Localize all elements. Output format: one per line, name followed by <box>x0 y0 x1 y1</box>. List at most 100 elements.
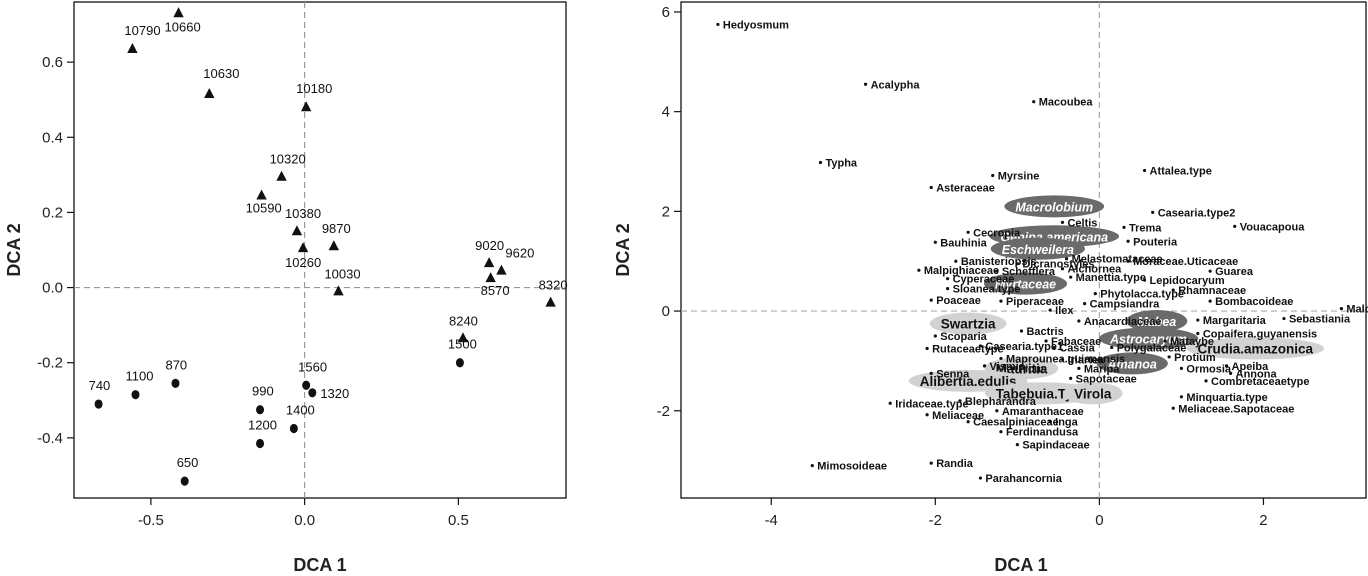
sample-label-10630: 10630 <box>203 66 239 81</box>
right-plot-frame <box>680 1 1367 499</box>
taxon-highlight-myrtaceae <box>983 272 1068 295</box>
taxon-highlight-label-mabea: Mabea <box>1137 315 1176 329</box>
taxon-label-bombacoideae: Bombacoideae <box>1215 296 1293 308</box>
taxon-point-cecropia <box>966 230 970 234</box>
taxon-point-iriartea <box>1060 357 1065 362</box>
taxon-point-meliaceae <box>925 413 929 417</box>
right-y-tick-label: 2 <box>662 203 670 220</box>
sample-triangle-10630 <box>204 88 215 99</box>
sample-label-8570: 8570 <box>481 283 510 298</box>
taxon-point-lepidocaryum <box>1142 278 1147 282</box>
sample-circle-1500 <box>455 358 464 368</box>
taxon-point-casearia-type2 <box>1151 210 1155 214</box>
taxon-highlight-label-amanoa: Amanoa <box>1107 357 1157 371</box>
taxon-label-fabaceae: Fabaceae <box>1051 336 1101 348</box>
taxon-point-margaritaria <box>1196 318 1200 322</box>
taxon-highlight-swartzia <box>929 312 1007 335</box>
taxon-point-manettia-type <box>1069 275 1073 279</box>
taxon-highlight-astrocaryum <box>1099 327 1199 350</box>
taxon-label-hedyosmum: Hedyosmum <box>723 19 789 31</box>
taxon-highlight-amanoa <box>1096 352 1168 375</box>
left-y-tick-label: 0.6 <box>42 54 63 71</box>
left-plot-frame <box>73 1 567 499</box>
sample-label-650: 650 <box>177 455 199 470</box>
sample-triangle-10660 <box>173 7 184 18</box>
taxon-highlight-virola <box>1063 382 1123 405</box>
taxon-label-cyperaceae: Cyperaceae <box>953 274 1015 286</box>
taxon-label-amaranthaceae: Amaranthaceae <box>1002 406 1084 418</box>
taxon-point-parahancornia <box>978 476 983 480</box>
sample-triangle-10590 <box>256 189 267 200</box>
taxon-point-trema <box>1122 225 1126 229</box>
taxon-label-meliaceae: Meliaceae <box>932 410 984 422</box>
taxon-point-ormosia <box>1179 366 1184 370</box>
sample-circle-870 <box>171 378 180 388</box>
taxon-point-scoparia <box>933 334 937 338</box>
taxon-label-ferdinandusa: Ferdinandusa <box>1006 427 1079 439</box>
taxon-label-vismia: Vismia <box>990 361 1026 373</box>
taxon-label-attalea-type: Attalea.type <box>1150 165 1212 177</box>
taxon-label-scoparia: Scoparia <box>940 331 987 343</box>
taxon-point-minquartia-type <box>1179 395 1184 399</box>
sample-circle-990 <box>256 405 265 415</box>
taxon-point-poaceae <box>929 298 933 302</box>
taxon-highlight-label-astrocaryum: Astrocaryum <box>1109 332 1187 346</box>
taxon-label-sapotaceae: Sapotaceae <box>1076 373 1137 385</box>
right-x-tick-label: -4 <box>765 512 778 529</box>
sample-circle-1400 <box>289 423 298 434</box>
sample-label-10320: 10320 <box>270 152 306 167</box>
taxon-highlight-label-mauritia: Mauritia <box>996 361 1048 376</box>
taxon-point-vismia <box>982 364 987 368</box>
sample-triangle-10180 <box>300 101 312 112</box>
sample-label-9620: 9620 <box>505 246 534 261</box>
taxon-point-meliaceae-sapotaceae <box>1171 406 1175 410</box>
taxon-highlight-label-macrolobium: Macrolobium <box>1015 200 1093 214</box>
taxon-point-celtis <box>1060 220 1065 224</box>
left-y-tick-label: -0.4 <box>37 430 63 447</box>
sample-label-10590: 10590 <box>246 201 282 216</box>
sample-triangle-10030 <box>333 285 344 296</box>
taxon-label-asteraceae: Asteraceae <box>936 182 995 194</box>
taxon-label-melastomataceae: Melastomataceae <box>1072 254 1163 266</box>
sample-label-1100: 1100 <box>126 369 154 384</box>
taxon-label-maripa: Maripa <box>1084 363 1120 375</box>
taxon-point-caesalpiniaceae <box>966 420 970 424</box>
left-x-tick-label: 0.5 <box>448 512 469 529</box>
taxon-point-casearia-type1 <box>978 344 983 348</box>
taxon-label-trema: Trema <box>1129 222 1162 234</box>
taxon-point-bauhinia <box>933 240 937 244</box>
sample-circle-740 <box>94 399 103 409</box>
taxon-point-copaifera-guyanensis <box>1196 331 1200 336</box>
taxon-label-apeiba: Apeiba <box>1232 361 1270 373</box>
taxon-label-mimosoideae: Mimosoideae <box>817 461 887 473</box>
sample-label-1560: 1560 <box>298 359 327 374</box>
taxon-label-lepidocaryum: Lepidocaryum <box>1150 275 1225 287</box>
taxon-highlight-label-alibertia-edulis: Alibertia.edulis <box>920 374 1017 389</box>
taxon-highlight-crudia-amazonica <box>1186 337 1325 360</box>
sample-label-990: 990 <box>252 384 274 399</box>
taxon-label-casearia-type2: Casearia.type2 <box>1158 207 1236 219</box>
taxon-point-sapotaceae <box>1069 376 1073 380</box>
taxon-point-ficus <box>1011 366 1015 370</box>
taxon-point-asteraceae <box>929 185 933 190</box>
taxon-label-meliaceae-sapotaceae: Meliaceae.Sapotaceae <box>1178 403 1294 415</box>
taxon-label-celtis: Celtis <box>1067 217 1097 229</box>
right-x-tick-label: 2 <box>1259 512 1267 529</box>
left-y-tick-label: 0.0 <box>42 280 63 297</box>
taxon-label-campsiandra: Campsiandra <box>1090 299 1161 311</box>
taxon-label-polygalaceae: Polygalaceae <box>1117 342 1187 354</box>
taxon-point-maripa <box>1077 366 1081 370</box>
taxon-point-schefflera <box>995 269 999 273</box>
sample-label-9870: 9870 <box>322 221 351 236</box>
taxon-label-bactris: Bactris <box>1026 326 1063 338</box>
taxon-point-sapindaceae <box>1015 443 1019 447</box>
taxon-point-acalypha <box>863 82 868 86</box>
taxon-highlight-label-eschweilera: Eschweilera <box>1002 243 1074 257</box>
taxon-point-mataybe <box>1163 339 1167 343</box>
taxon-point-malpighiaceae <box>917 268 921 272</box>
taxon-point-cassia <box>1052 345 1056 350</box>
sample-label-10030: 10030 <box>324 266 360 281</box>
left-panel-samples: -0.5 0.0 0.5 -0.4 -0.2 0.0 0.2 0.4 0.6 10660 1079… <box>4 1 568 575</box>
sample-label-8320: 8320 <box>539 278 568 293</box>
